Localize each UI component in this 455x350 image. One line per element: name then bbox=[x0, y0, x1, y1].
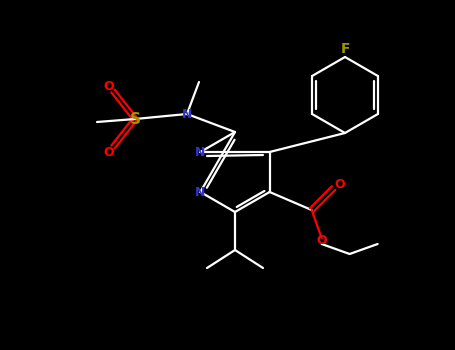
Text: S: S bbox=[130, 112, 141, 126]
Text: O: O bbox=[104, 146, 114, 159]
Text: F: F bbox=[340, 42, 350, 56]
Text: O: O bbox=[334, 178, 345, 191]
Text: N: N bbox=[182, 107, 192, 120]
Text: N: N bbox=[195, 146, 206, 159]
Text: O: O bbox=[316, 233, 327, 246]
Text: O: O bbox=[104, 79, 114, 92]
Text: N: N bbox=[195, 186, 206, 198]
